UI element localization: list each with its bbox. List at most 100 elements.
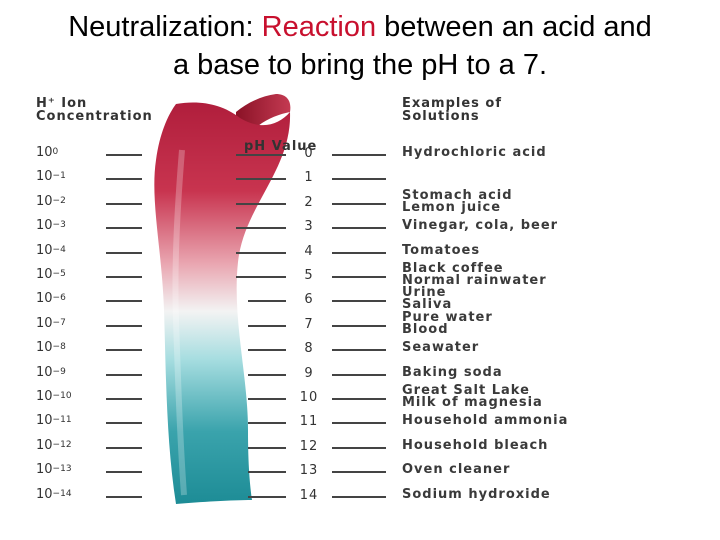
concentration-exponent: −10 — [52, 391, 72, 401]
concentration-tick — [106, 276, 142, 278]
example-solution: Household ammonia — [402, 413, 569, 429]
concentration-exponent: −3 — [52, 220, 66, 231]
concentration-base: 10 — [36, 413, 53, 429]
example-solution: Lemon juice — [402, 199, 502, 215]
concentration-label: 10−8 — [36, 340, 66, 355]
example-tick — [332, 324, 386, 327]
example-tick — [332, 251, 386, 254]
ribbon-fold — [236, 94, 291, 130]
concentration-label: 10−2 — [36, 194, 66, 209]
ph-tick — [236, 227, 286, 230]
example-solution: Stomach acid — [402, 187, 513, 203]
ph-value: 5 — [304, 268, 314, 283]
ph-tick — [236, 276, 286, 278]
concentration-base: 10 — [36, 145, 53, 160]
ph-value: 14 — [299, 487, 319, 503]
example-tick — [332, 154, 386, 156]
example-tick — [332, 276, 386, 278]
ph-tick — [236, 178, 286, 181]
examples-header-line2: Solutions — [402, 109, 480, 124]
concentration-tick — [106, 324, 142, 327]
concentration-exponent: −5 — [52, 269, 66, 279]
example-solution: Vinegar, cola, beer — [402, 218, 559, 234]
example-solution: Normal rainwater — [402, 273, 547, 288]
example-tick — [332, 227, 386, 230]
concentration-label: 10−6 — [36, 291, 66, 306]
concentration-tick — [106, 178, 142, 181]
ph-value: 12 — [299, 438, 319, 454]
example-solution: Oven cleaner — [402, 462, 511, 478]
example-solution: Saliva — [402, 297, 453, 313]
ph-tick — [248, 495, 286, 498]
ph-tick — [248, 398, 286, 400]
concentration-tick — [106, 202, 142, 205]
example-tick — [332, 349, 386, 352]
title-prefix: Neutralization: — [68, 11, 262, 43]
example-solution: Blood — [402, 321, 449, 337]
concentration-exponent: −12 — [52, 439, 72, 450]
ph-tick — [248, 373, 286, 376]
concentration-tick — [106, 300, 142, 303]
ph-tick — [248, 422, 286, 425]
concentration-tick — [106, 422, 142, 425]
concentration-tick — [106, 398, 142, 400]
concentration-tick — [106, 495, 142, 498]
example-tick — [332, 300, 386, 303]
concentration-exponent: −7 — [52, 317, 66, 328]
example-solution: Milk of magnesia — [402, 395, 543, 410]
concentration-header-line2: Concentration — [36, 109, 153, 124]
concentration-label: 10−12 — [36, 438, 72, 453]
ph-tick — [248, 446, 286, 449]
concentration-label: 10−4 — [36, 243, 66, 258]
title-highlight: Reaction — [261, 11, 377, 43]
example-tick — [332, 422, 386, 425]
concentration-exponent: −1 — [52, 171, 66, 182]
ph-value: 8 — [304, 341, 314, 357]
example-solution: Baking soda — [402, 364, 503, 380]
concentration-base: 10 — [36, 315, 53, 331]
example-solution: Tomatoes — [402, 242, 481, 258]
concentration-base: 10 — [36, 462, 53, 478]
concentration-exponent: −6 — [52, 293, 66, 304]
concentration-tick — [106, 251, 142, 254]
ph-value-header: pH Value — [244, 139, 318, 154]
ph-value: 9 — [304, 365, 314, 381]
concentration-base: 10 — [36, 340, 53, 356]
ph-value: 10 — [299, 390, 319, 405]
concentration-base: 10 — [36, 291, 53, 307]
examples-header-line1: Examples of — [402, 96, 503, 111]
concentration-base: 10 — [36, 486, 53, 502]
title-suffix: between an acid and — [376, 11, 652, 43]
concentration-base: 10 — [36, 218, 53, 234]
concentration-exponent: −13 — [52, 464, 72, 475]
concentration-label: 100 — [36, 145, 58, 160]
ph-value: 4 — [304, 243, 314, 259]
concentration-tick — [106, 154, 142, 156]
example-solution: Great Salt Lake — [402, 383, 530, 398]
example-tick — [332, 373, 386, 376]
concentration-base: 10 — [36, 267, 53, 282]
ph-tick — [236, 154, 286, 156]
concentration-tick — [106, 373, 142, 376]
title-line2: a base to bring the pH to a 7. — [172, 49, 548, 81]
example-solution: Sodium hydroxide — [402, 486, 551, 502]
ribbon-highlight — [172, 149, 187, 496]
ph-tick — [236, 202, 286, 205]
ph-value: 2 — [304, 194, 314, 210]
ph-value: 7 — [304, 316, 314, 332]
ph-tick — [248, 471, 286, 474]
concentration-exponent: −9 — [52, 366, 66, 377]
concentration-tick — [106, 349, 142, 352]
concentration-base: 10 — [36, 169, 53, 185]
concentration-exponent: −4 — [52, 244, 66, 255]
ph-tick — [248, 324, 286, 327]
concentration-exponent: −11 — [52, 415, 72, 426]
concentration-base: 10 — [36, 389, 53, 404]
example-solution: Urine — [402, 285, 447, 301]
concentration-label: 10−3 — [36, 218, 66, 233]
concentration-label: 10−13 — [36, 462, 72, 477]
ph-tick — [248, 349, 286, 352]
example-tick — [332, 446, 386, 449]
